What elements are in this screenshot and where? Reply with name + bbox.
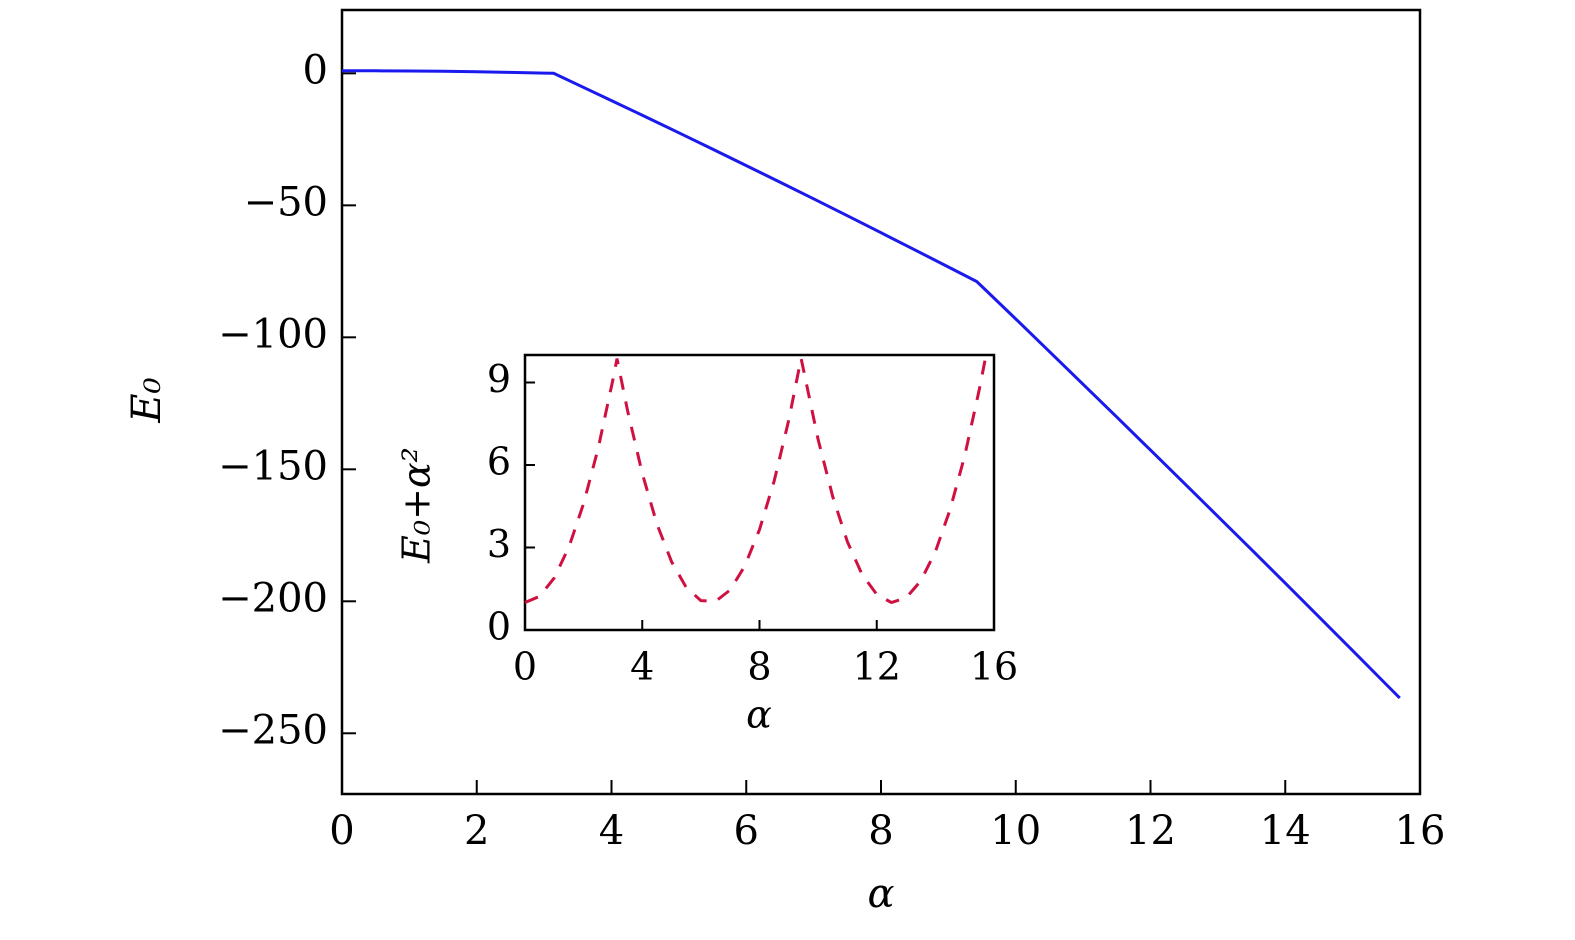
x-tick-label: 4 (599, 808, 624, 854)
x-axis-label: α (867, 871, 894, 917)
y-tick-label: 9 (487, 357, 511, 401)
x-tick-label: 4 (630, 645, 654, 689)
x-tick-label: 16 (970, 645, 1018, 689)
data-line (341, 69, 1401, 700)
y-tick-label: −100 (218, 311, 328, 357)
x-axis-label: α (746, 693, 772, 737)
y-tick-label: 6 (487, 440, 511, 484)
x-tick-label: 6 (734, 808, 759, 854)
y-tick-label: −250 (218, 707, 328, 753)
y-axis-label: E₀+α² (395, 447, 439, 564)
x-tick-label: 8 (868, 808, 893, 854)
x-tick-label: 12 (853, 645, 901, 689)
x-tick-label: 0 (513, 645, 537, 689)
data-line (524, 357, 987, 605)
x-tick-label: 2 (464, 808, 489, 854)
y-tick-label: 3 (487, 522, 511, 566)
x-tick-label: 10 (990, 808, 1041, 854)
x-tick-label: 0 (329, 808, 354, 854)
x-tick-label: 14 (1260, 808, 1311, 854)
x-tick-label: 8 (747, 645, 771, 689)
x-tick-label: 12 (1125, 808, 1176, 854)
y-tick-label: −50 (244, 179, 328, 225)
y-tick-label: −150 (218, 443, 328, 489)
y-tick-label: 0 (303, 47, 328, 93)
y-tick-label: −200 (218, 575, 328, 621)
plot-frame (523, 353, 996, 632)
y-tick-label: 0 (487, 605, 511, 649)
x-tick-label: 16 (1395, 808, 1446, 854)
y-axis-label: E₀ (124, 377, 170, 423)
